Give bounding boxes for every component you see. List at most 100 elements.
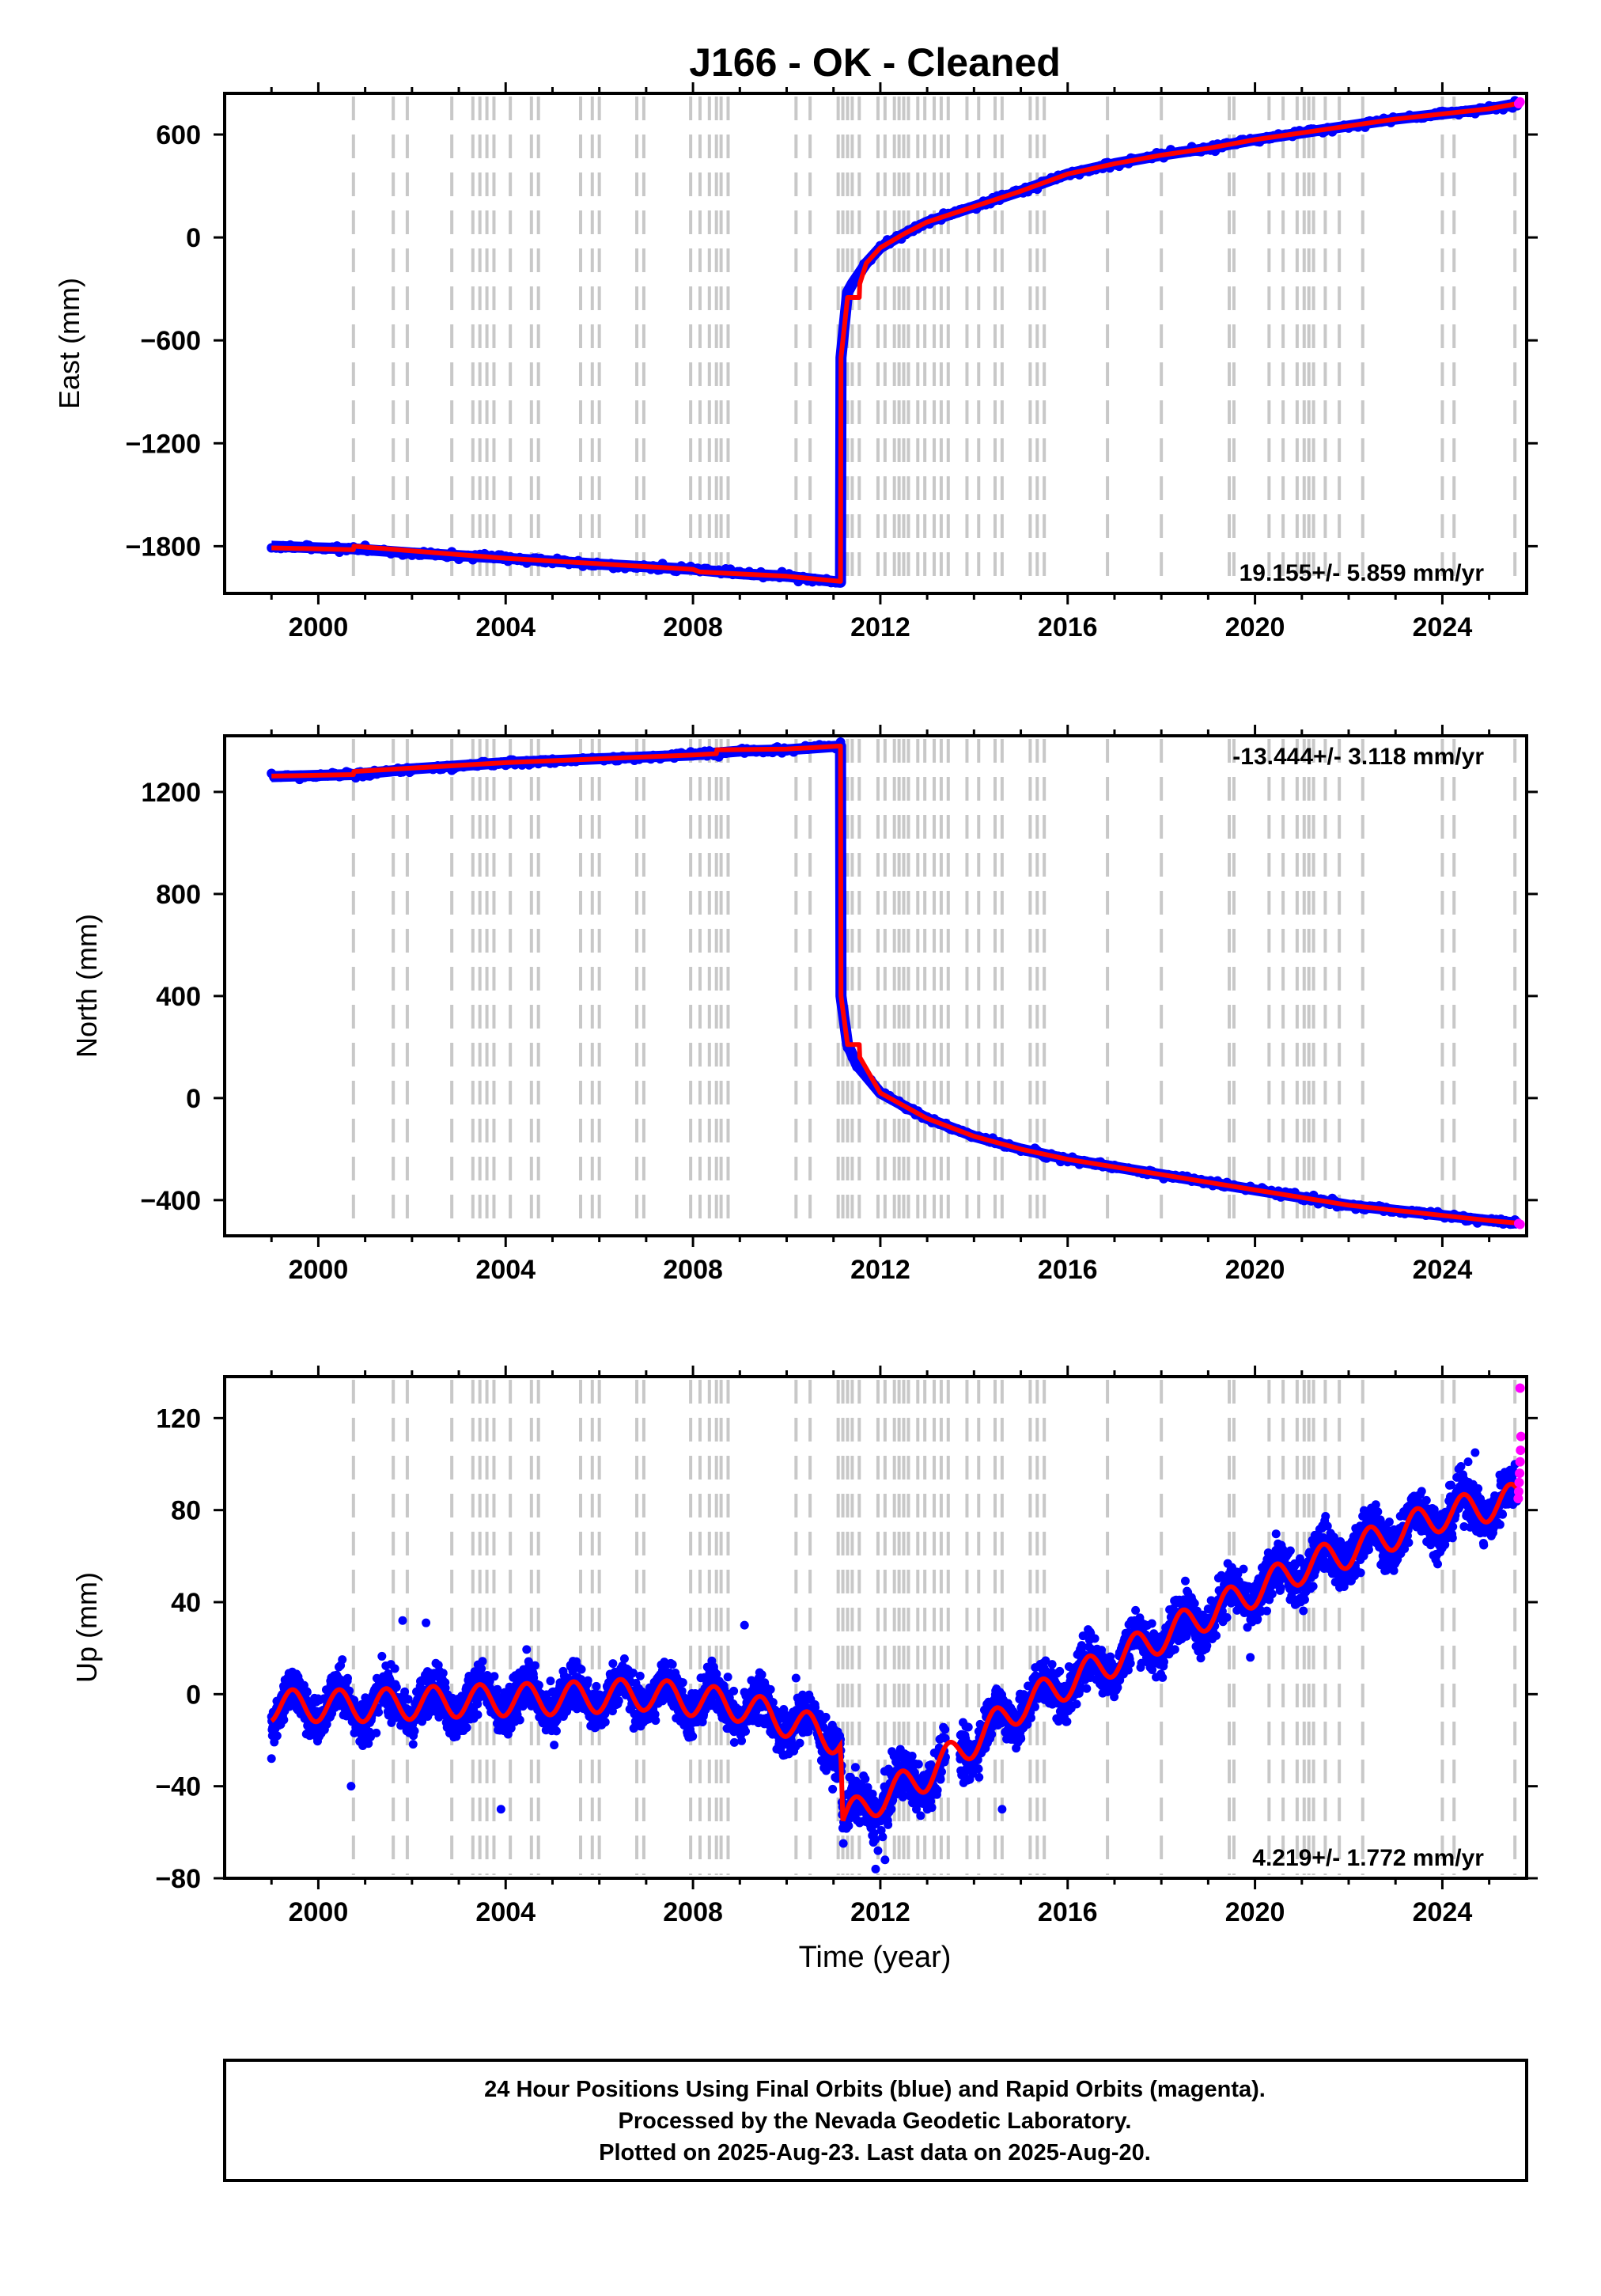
y-tick-label: 1200: [141, 778, 201, 808]
x-tick-label: 2012: [850, 1255, 910, 1285]
final-orbit-point: [374, 1707, 384, 1717]
final-orbit-point: [1276, 1583, 1285, 1593]
rapid-orbit-point: [1515, 97, 1525, 107]
final-orbit-point: [844, 1821, 853, 1831]
plot-frame: [223, 92, 1528, 595]
final-orbit-point: [884, 1820, 893, 1829]
final-orbit-point: [529, 1673, 539, 1682]
final-orbit-point: [1041, 1656, 1050, 1665]
final-orbit-point: [974, 1764, 983, 1774]
final-orbit-point: [1023, 1720, 1032, 1730]
final-orbit-point: [1026, 1713, 1035, 1722]
final-orbit-point: [912, 1805, 922, 1814]
final-orbit-point: [916, 1811, 925, 1821]
final-orbit-point: [343, 1673, 352, 1683]
x-tick-label: 2024: [1413, 612, 1473, 642]
final-orbit-point: [850, 1052, 860, 1063]
final-orbit-point: [963, 1722, 973, 1732]
final-orbit-point: [729, 1737, 739, 1747]
north-panel: 2000 2004 2008 2012 2016 2020 202412008004000−…: [70, 725, 1538, 1285]
final-orbit-point: [1239, 1564, 1248, 1574]
final-orbit-point: [522, 1645, 532, 1654]
final-orbit-point: [845, 1044, 855, 1055]
y-tick-label: 0: [186, 1084, 201, 1114]
final-orbit-point: [478, 1657, 487, 1666]
final-orbit-point: [1299, 1606, 1308, 1616]
final-orbit-point: [861, 1775, 870, 1784]
final-orbit-point: [493, 1684, 502, 1694]
final-orbit-point: [600, 1718, 610, 1727]
final-orbit-point: [898, 1792, 907, 1802]
rapid-orbit-points: [1513, 97, 1525, 109]
final-orbit-point: [795, 1738, 804, 1748]
final-orbit-point: [1016, 1734, 1026, 1744]
final-orbit-point: [1190, 1599, 1199, 1608]
final-orbit-point: [936, 1775, 945, 1784]
y-tick-label: 800: [156, 880, 201, 910]
final-orbit-point: [678, 1678, 687, 1688]
final-orbit-point: [515, 1715, 524, 1725]
up-panel: 2000 2004 2008 2012 2016 2020 202412080400−40−…: [70, 1366, 1538, 1927]
final-orbit-point: [832, 1774, 842, 1783]
final-orbit-point: [1285, 1546, 1295, 1555]
final-orbit-point: [1082, 1684, 1092, 1693]
final-orbit-point: [550, 1741, 559, 1750]
final-orbit-point: [400, 1687, 410, 1696]
final-orbit-point: [651, 1716, 660, 1726]
final-orbit-point: [1159, 1658, 1168, 1667]
y-axis-label: East (mm): [53, 278, 85, 409]
final-orbit-point: [438, 1669, 448, 1678]
final-orbit-point: [878, 1832, 888, 1842]
final-orbit-point: [279, 1715, 289, 1725]
final-orbit-point: [757, 1670, 766, 1680]
y-tick-label: −400: [140, 1186, 201, 1216]
final-orbit-point: [907, 1751, 917, 1760]
final-orbit-point: [712, 1669, 721, 1679]
final-orbit-point: [530, 1661, 539, 1670]
final-orbit-point: [975, 1772, 984, 1782]
final-orbit-point: [390, 1664, 399, 1673]
final-orbit-point: [927, 1803, 937, 1813]
final-orbit-point: [1158, 1673, 1168, 1682]
final-orbit-point: [914, 1760, 923, 1769]
x-tick-label: 2004: [475, 612, 536, 642]
step-lines: [351, 97, 1517, 590]
final-orbit-point: [1202, 1641, 1212, 1650]
final-orbit-point: [338, 1655, 347, 1665]
final-orbit-point: [688, 1732, 698, 1741]
x-tick-label: 2020: [1225, 1255, 1285, 1285]
final-orbit-point: [619, 1654, 629, 1664]
final-orbit-point: [1170, 1645, 1179, 1654]
final-orbit-point: [302, 1688, 312, 1697]
final-orbit-point: [1271, 1529, 1281, 1539]
x-tick-label: 2024: [1413, 1255, 1473, 1285]
final-orbit-point: [723, 1673, 732, 1682]
x-tick-label: 2016: [1038, 612, 1098, 642]
rapid-orbit-point: [1515, 1219, 1525, 1229]
final-orbit-point: [887, 1805, 896, 1814]
final-orbit-point: [741, 1726, 751, 1736]
final-orbit-point: [1131, 1605, 1141, 1615]
final-orbit-point: [737, 1736, 747, 1745]
final-orbit-point: [1308, 1582, 1318, 1591]
final-orbit-point: [1180, 1576, 1190, 1586]
model-line: [271, 101, 1518, 584]
y-tick-label: −1200: [126, 429, 202, 459]
y-tick-label: 600: [156, 120, 201, 150]
final-orbit-point: [729, 1686, 739, 1695]
final-orbit-point: [272, 1731, 282, 1741]
final-orbit-point: [941, 1725, 950, 1734]
final-orbit-point: [836, 1735, 846, 1745]
x-tick-label: 2020: [1225, 612, 1285, 642]
final-orbit-point: [811, 1703, 820, 1712]
final-orbit-point: [372, 1728, 381, 1737]
final-orbit-point: [583, 1676, 592, 1685]
rate-label: -13.444+/- 3.118 mm/yr: [1232, 744, 1484, 770]
final-orbit-point: [551, 1726, 561, 1736]
final-orbit-point: [473, 1710, 483, 1719]
final-orbit-point: [1126, 1658, 1135, 1668]
x-axis: 2000 2004 2008 2012 2016 2020 2024: [270, 82, 1491, 642]
final-orbit-point: [506, 1723, 516, 1733]
final-orbit-point: [933, 1786, 942, 1795]
